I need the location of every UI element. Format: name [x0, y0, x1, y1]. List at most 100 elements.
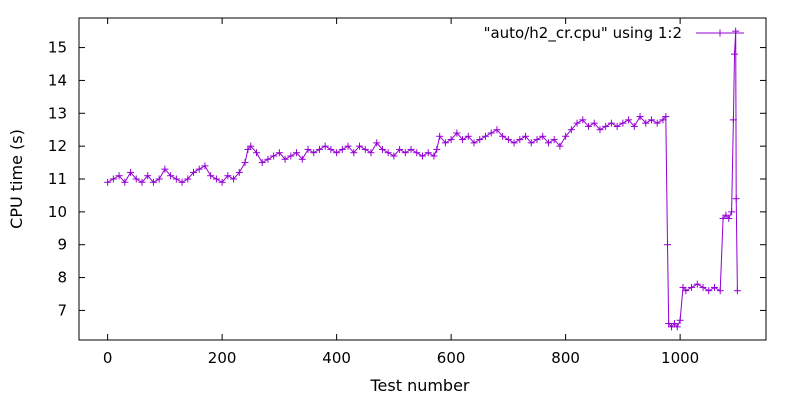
data-point	[642, 119, 650, 127]
data-point	[304, 145, 312, 153]
data-point	[293, 149, 301, 157]
data-point	[109, 175, 117, 183]
x-tick-label-4: 800	[551, 349, 580, 367]
data-point	[562, 132, 570, 140]
data-point	[224, 172, 232, 180]
data-point	[470, 139, 478, 147]
data-point	[516, 136, 524, 144]
data-point	[361, 145, 369, 153]
data-point	[275, 149, 283, 157]
data-point	[144, 172, 152, 180]
data-point	[731, 50, 739, 58]
data-point	[356, 142, 364, 150]
data-point	[310, 149, 318, 157]
data-point	[287, 152, 295, 160]
data-point	[138, 178, 146, 186]
y-tick-label-5: 12	[48, 137, 67, 155]
x-tick-label-3: 600	[437, 349, 466, 367]
y-tick-label-1: 8	[57, 269, 67, 287]
y-tick-label-3: 10	[48, 203, 67, 221]
data-point	[679, 283, 687, 291]
data-point	[172, 175, 180, 183]
data-point	[190, 168, 197, 176]
data-point	[579, 116, 587, 124]
data-point	[230, 175, 238, 183]
data-point	[648, 116, 655, 124]
y-tick-label-2: 9	[57, 236, 67, 254]
data-point	[662, 113, 670, 121]
data-point	[270, 152, 278, 160]
data-point	[688, 283, 696, 291]
data-point	[178, 178, 186, 186]
data-point	[733, 287, 741, 295]
data-point	[321, 142, 329, 150]
data-point	[481, 132, 489, 140]
data-point	[390, 152, 398, 160]
data-point	[132, 175, 140, 183]
data-point	[539, 132, 547, 140]
data-point	[625, 116, 633, 124]
data-point	[682, 287, 690, 295]
data-point	[419, 152, 426, 160]
data-point	[573, 119, 581, 127]
data-point	[659, 116, 667, 124]
data-point	[350, 149, 358, 157]
data-point	[344, 142, 352, 150]
data-point	[705, 287, 713, 295]
data-point	[732, 27, 740, 35]
data-point	[664, 241, 672, 249]
data-point	[115, 172, 123, 180]
data-point	[384, 149, 392, 157]
data-point	[367, 149, 375, 157]
y-tick-label-7: 14	[48, 71, 67, 89]
data-point	[252, 149, 260, 157]
data-point	[673, 323, 681, 331]
data-point	[693, 280, 701, 288]
data-point	[729, 116, 737, 124]
x-tick-label-0: 0	[103, 349, 113, 367]
legend-label: "auto/h2_cr.cpu" using 1:2	[484, 24, 682, 43]
legend-swatch-marker	[716, 29, 724, 37]
data-point	[676, 316, 684, 324]
data-point	[167, 172, 175, 180]
series-line	[107, 31, 738, 328]
data-point	[396, 145, 404, 153]
tick-labels: 0 200 400 600 800 1000 7 8 9 10 11 12 13 14 15	[48, 39, 699, 367]
data-point	[161, 165, 169, 173]
data-point	[241, 159, 249, 167]
data-point	[155, 175, 163, 183]
data-point	[424, 149, 432, 157]
data-point	[430, 152, 438, 160]
data-point	[201, 162, 209, 170]
data-point	[373, 139, 381, 147]
data-point	[527, 139, 535, 147]
data-point	[264, 155, 272, 163]
data-point	[235, 168, 243, 176]
data-point	[338, 145, 346, 153]
y-axis-label: CPU time (s)	[7, 129, 26, 229]
data-point	[556, 142, 564, 150]
data-point	[710, 283, 718, 291]
y-tick-label-4: 11	[48, 170, 67, 188]
data-point	[510, 139, 518, 147]
x-tick-label-2: 400	[322, 349, 351, 367]
data-point	[121, 178, 129, 186]
data-point	[630, 122, 638, 130]
data-point	[244, 145, 252, 153]
data-point	[596, 126, 604, 134]
data-point	[544, 139, 552, 147]
data-point	[732, 195, 740, 203]
data-point	[464, 132, 472, 140]
data-point	[567, 126, 575, 134]
y-tick-label-0: 7	[57, 301, 67, 319]
data-point	[378, 145, 386, 153]
data-point	[447, 136, 455, 144]
data-point	[212, 175, 220, 183]
data-point	[441, 139, 449, 147]
data-point	[636, 113, 644, 121]
y-tick-label-8: 15	[48, 39, 67, 57]
data-point	[333, 149, 341, 157]
data-point	[699, 283, 707, 291]
data-point	[585, 122, 593, 130]
